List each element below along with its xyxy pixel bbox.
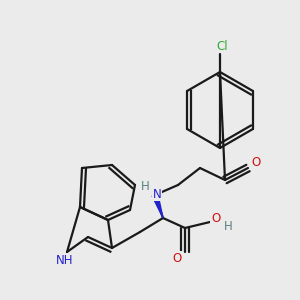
Text: O: O	[251, 155, 261, 169]
Text: O: O	[172, 251, 182, 265]
Text: H: H	[224, 220, 232, 232]
Polygon shape	[152, 194, 163, 218]
Text: O: O	[212, 212, 220, 224]
Text: NH: NH	[56, 254, 74, 266]
Text: H: H	[141, 181, 149, 194]
Text: Cl: Cl	[216, 40, 228, 52]
Text: N: N	[153, 188, 161, 200]
